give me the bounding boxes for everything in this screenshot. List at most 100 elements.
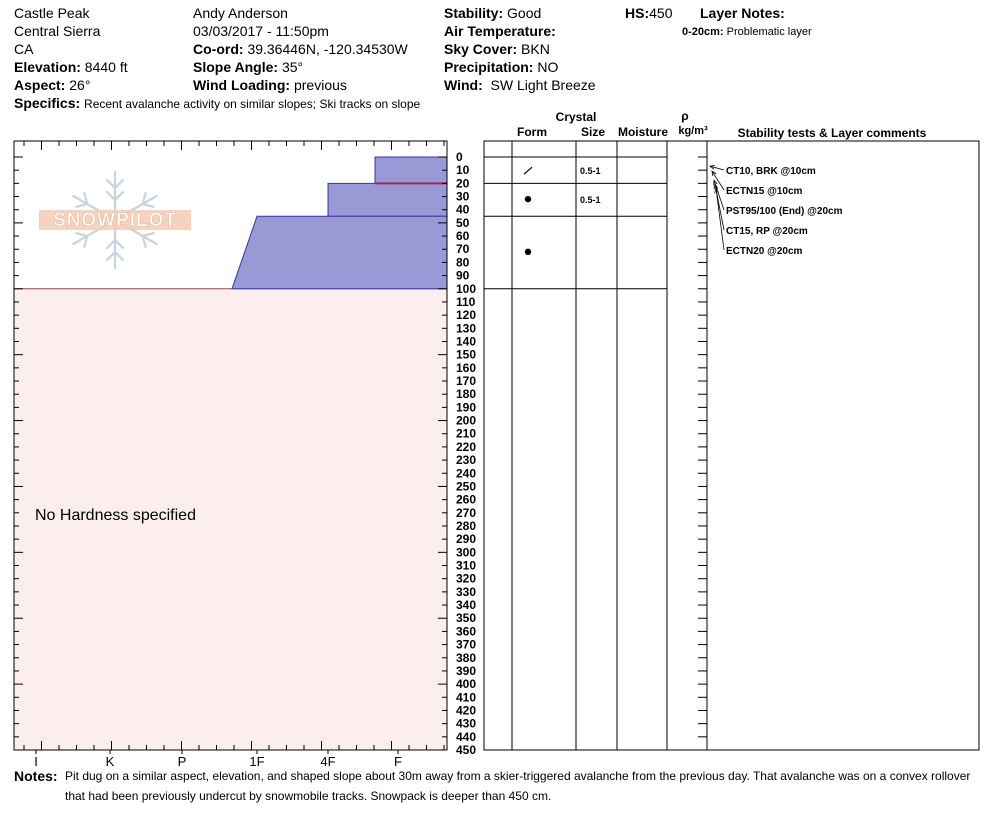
- elevation-field: Elevation: 8440 ft: [14, 58, 128, 76]
- depth-label: 240: [456, 466, 476, 480]
- hs-value: 450: [649, 5, 673, 21]
- precipitation-label: Precipitation:: [444, 59, 534, 75]
- depth-label: 290: [456, 532, 476, 546]
- observer-name: Andy Anderson: [193, 5, 288, 21]
- slope-field: Slope Angle: 35°: [193, 58, 303, 76]
- size-header: Size: [581, 125, 605, 139]
- depth-label: 370: [456, 638, 476, 652]
- region-name: Central Sierra: [14, 23, 101, 39]
- precipitation-value: NO: [537, 59, 559, 75]
- depth-label: 20: [456, 176, 470, 190]
- layer-note-text: Problematic layer: [726, 26, 812, 38]
- grain-table: [483, 140, 980, 751]
- sky-cover-label: Sky Cover:: [444, 41, 518, 57]
- depth-label: 340: [456, 598, 476, 612]
- hardness-label-K: K: [106, 754, 115, 769]
- stability-test-label: CT10, BRK @10cm: [726, 166, 816, 177]
- depth-label: 380: [456, 651, 476, 665]
- observation-datetime: 03/03/2017 - 11:50pm: [193, 23, 329, 39]
- stability-test-arrow: [709, 165, 716, 170]
- wind-label: Wind:: [444, 77, 483, 93]
- stability-test-label: CT15, RP @20cm: [726, 226, 808, 237]
- coord-field: Co-ord: 39.36446N, -120.34530W: [193, 40, 408, 58]
- sky-cover-value: BKN: [521, 41, 550, 57]
- depth-label: 30: [456, 190, 470, 204]
- air-temp-label: Air Temperature:: [444, 23, 556, 39]
- depth-axis-labels: 0102030405060708090100110120130140150160…: [456, 150, 476, 757]
- depth-label: 140: [456, 334, 476, 348]
- depth-label: 280: [456, 519, 476, 533]
- stability-field: Stability: Good: [444, 4, 541, 22]
- hardness-layer: [231, 215, 448, 290]
- depth-label: 440: [456, 730, 476, 744]
- depth-label: 390: [456, 664, 476, 678]
- depth-label: 230: [456, 453, 476, 467]
- layer-notes-label: Layer Notes:: [700, 5, 785, 21]
- table-frame: [483, 140, 980, 751]
- depth-label: 110: [456, 295, 476, 309]
- depth-label: 410: [456, 690, 476, 704]
- depth-label: 270: [456, 506, 476, 520]
- stability-test-label: ECTN15 @10cm: [726, 186, 803, 197]
- crystal-header: Crystal: [556, 110, 597, 124]
- layer-note-entry: 0-20cm: Problematic layer: [682, 23, 812, 41]
- hardness-label-1F: 1F: [249, 754, 264, 769]
- depth-label: 120: [456, 308, 476, 322]
- depth-label: 90: [456, 269, 470, 283]
- depth-label: 170: [456, 374, 476, 388]
- aspect-field: Aspect: 26°: [14, 76, 90, 94]
- depth-label: 10: [456, 163, 470, 177]
- depth-label: 450: [456, 743, 476, 757]
- hardness-layer: [327, 182, 448, 217]
- stability-test-leader: [715, 188, 725, 251]
- precipitation-particles-symbol: [523, 166, 533, 175]
- wind-value: SW Light Breeze: [490, 77, 596, 93]
- layer-note-range: 0-20cm:: [682, 26, 724, 38]
- depth-label: 260: [456, 493, 476, 507]
- depth-label: 160: [456, 361, 476, 375]
- depth-label: 70: [456, 242, 470, 256]
- form-header: Form: [517, 125, 547, 139]
- layer-notes-title: Layer Notes:: [700, 4, 785, 22]
- specifics-label: Specifics:: [14, 95, 81, 111]
- depth-label: 190: [456, 400, 476, 414]
- grain-marks: 0.5-1 0.5-1: [523, 166, 601, 256]
- depth-label: 180: [456, 387, 476, 401]
- coord-label: Co-ord:: [193, 41, 244, 57]
- stability-test-arrow: [713, 183, 719, 190]
- hardness-label-I: I: [34, 754, 38, 769]
- slope-value: 35°: [281, 59, 304, 75]
- hardness-label-4F: 4F: [320, 754, 335, 769]
- depth-label: 200: [456, 414, 476, 428]
- hs-label: HS:: [625, 5, 650, 21]
- depth-label: 80: [456, 255, 470, 269]
- state-name: CA: [14, 41, 34, 57]
- hardness-scale-labels: I K P 1F 4F F: [34, 750, 402, 769]
- sky-cover-field: Sky Cover: BKN: [444, 40, 550, 58]
- depth-label: 60: [456, 229, 470, 243]
- depth-label: 250: [456, 479, 476, 493]
- depth-label: 210: [456, 427, 476, 441]
- stability-comments-header: Stability tests & Layer comments: [738, 126, 927, 140]
- density-unit-header: kg/m³: [678, 125, 708, 137]
- wind-loading-value: previous: [293, 77, 347, 93]
- notes-section: Notes: Pit dug on a similar aspect, elev…: [14, 766, 989, 803]
- hardness-frame: [13, 140, 448, 751]
- specifics-value: Recent avalanche activity on similar slo…: [84, 97, 421, 111]
- aspect-value: 26°: [69, 77, 91, 93]
- elevation-value: 8440 ft: [84, 59, 128, 75]
- depth-label: 100: [456, 282, 476, 296]
- depth-label: 300: [456, 545, 476, 559]
- depth-label: 420: [456, 703, 476, 717]
- stability-test-label: PST95/100 (End) @20cm: [726, 206, 843, 217]
- air-temp-field: Air Temperature:: [444, 22, 556, 40]
- depth-label: 40: [456, 203, 470, 217]
- hardness-label-P: P: [178, 754, 187, 769]
- depth-label: 50: [456, 216, 470, 230]
- wind-loading-label: Wind Loading:: [193, 77, 291, 93]
- depth-label: 0: [456, 150, 463, 164]
- stability-test-arrow: [714, 187, 719, 194]
- depth-label: 330: [456, 585, 476, 599]
- depth-label: 310: [456, 559, 476, 573]
- slope-label: Slope Angle:: [193, 59, 279, 75]
